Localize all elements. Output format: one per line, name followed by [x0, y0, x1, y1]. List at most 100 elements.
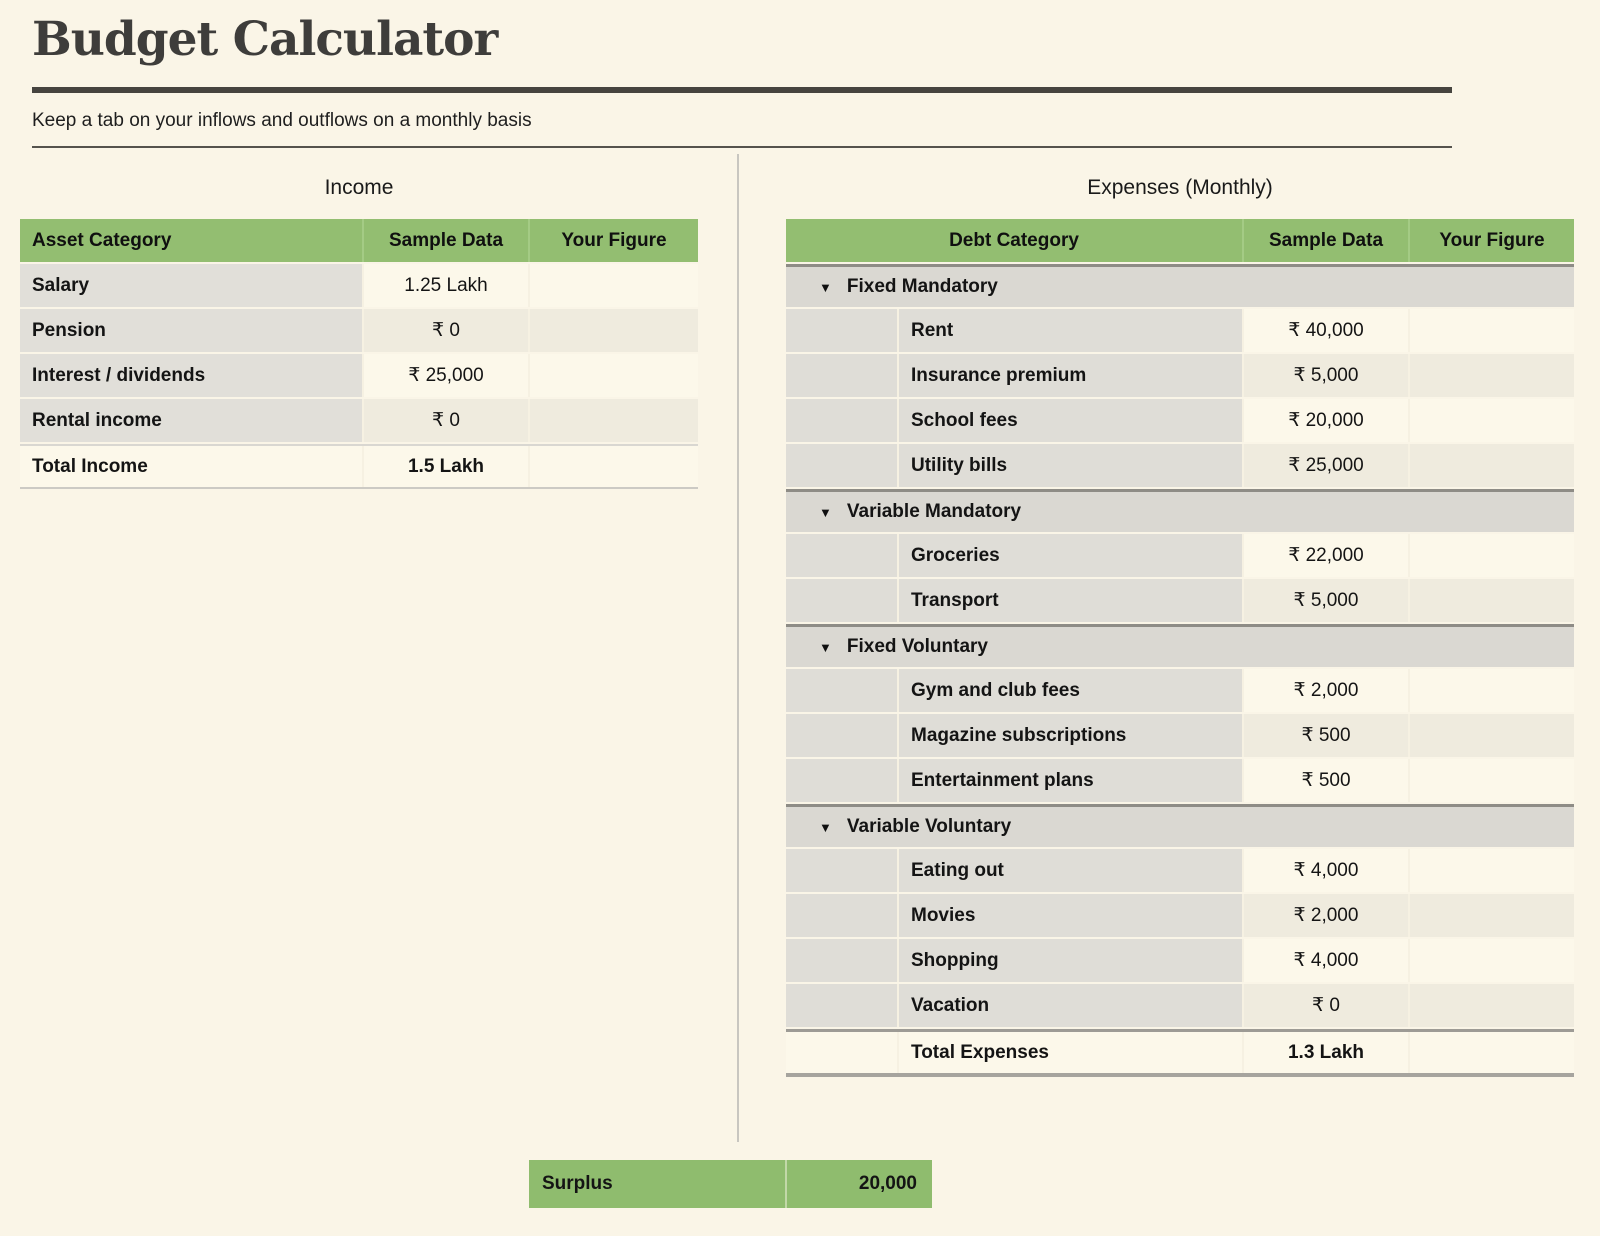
income-sample-cell[interactable]: 1.25 Lakh: [364, 264, 530, 307]
expense-your-figure-cell[interactable]: [1410, 534, 1574, 577]
expenses-col-debt-category: Debt Category: [786, 219, 1244, 262]
expense-sample-cell[interactable]: ₹ 40,000: [1244, 309, 1410, 352]
section-label: Variable Voluntary: [846, 816, 1012, 837]
indent-cell: [786, 714, 899, 757]
income-your-figure-cell[interactable]: [530, 309, 698, 352]
expense-your-figure-cell[interactable]: [1410, 309, 1574, 352]
page-subtitle: Keep a tab on your inflows and outflows …: [32, 110, 532, 131]
income-table: Asset Category Sample Data Your Figure S…: [20, 219, 698, 489]
income-row-rental-income: Rental income ₹ 0: [20, 399, 698, 442]
expense-sample-cell[interactable]: ₹ 500: [1244, 714, 1410, 757]
expense-your-figure-cell[interactable]: [1410, 984, 1574, 1027]
expense-row-label: Utility bills: [899, 444, 1244, 487]
section-variable-voluntary[interactable]: ▼ Variable Voluntary: [786, 804, 1574, 847]
expense-row-utility-bills: Utility bills ₹ 25,000: [786, 444, 1574, 487]
collapse-triangle-icon[interactable]: ▼: [819, 504, 832, 520]
expenses-col-sample-data: Sample Data: [1244, 219, 1410, 262]
section-fixed-voluntary[interactable]: ▼ Fixed Voluntary: [786, 624, 1574, 667]
income-total-value: 1.5 Lakh: [364, 446, 530, 487]
income-sample-cell[interactable]: ₹ 0: [364, 309, 530, 352]
expense-sample-cell[interactable]: ₹ 25,000: [1244, 444, 1410, 487]
income-row-interest-dividends: Interest / dividends ₹ 25,000: [20, 354, 698, 397]
expenses-header-row: Debt Category Sample Data Your Figure: [786, 219, 1574, 262]
expenses-total-label: Total Expenses: [899, 1032, 1244, 1073]
budget-calculator-page: Budget Calculator Keep a tab on your inf…: [0, 12, 1600, 1236]
expense-sample-cell[interactable]: ₹ 20,000: [1244, 399, 1410, 442]
income-sample-cell[interactable]: ₹ 0: [364, 399, 530, 442]
indent-cell: [786, 309, 899, 352]
expense-row-eating-out: Eating out ₹ 4,000: [786, 849, 1574, 892]
expense-row-transport: Transport ₹ 5,000: [786, 579, 1574, 622]
expense-your-figure-cell[interactable]: [1410, 579, 1574, 622]
expense-your-figure-cell[interactable]: [1410, 669, 1574, 712]
indent-cell: [786, 579, 899, 622]
expense-row-movies: Movies ₹ 2,000: [786, 894, 1574, 937]
expense-sample-cell[interactable]: ₹ 2,000: [1244, 894, 1410, 937]
expense-row-label: Rent: [899, 309, 1244, 352]
collapse-triangle-icon[interactable]: ▼: [819, 819, 832, 835]
collapse-triangle-icon[interactable]: ▼: [819, 639, 832, 655]
expense-row-entertainment-plans: Entertainment plans ₹ 500: [786, 759, 1574, 802]
income-your-figure-cell[interactable]: [530, 399, 698, 442]
expense-sample-cell[interactable]: ₹ 500: [1244, 759, 1410, 802]
expense-row-groceries: Groceries ₹ 22,000: [786, 534, 1574, 577]
income-sample-cell[interactable]: ₹ 25,000: [364, 354, 530, 397]
expense-row-label: Gym and club fees: [899, 669, 1244, 712]
expense-sample-cell[interactable]: ₹ 5,000: [1244, 579, 1410, 622]
expense-your-figure-cell[interactable]: [1410, 714, 1574, 757]
expense-your-figure-cell[interactable]: [1410, 849, 1574, 892]
expense-row-insurance-premium: Insurance premium ₹ 5,000: [786, 354, 1574, 397]
expense-your-figure-cell[interactable]: [1410, 444, 1574, 487]
title-divider: [32, 87, 1452, 93]
income-your-figure-cell[interactable]: [530, 264, 698, 307]
expense-row-shopping: Shopping ₹ 4,000: [786, 939, 1574, 982]
expense-row-label: Groceries: [899, 534, 1244, 577]
income-total-row: Total Income 1.5 Lakh: [20, 444, 698, 487]
expense-row-label: Entertainment plans: [899, 759, 1244, 802]
expense-row-label: Movies: [899, 894, 1244, 937]
expense-row-label: Transport: [899, 579, 1244, 622]
expense-sample-cell[interactable]: ₹ 4,000: [1244, 939, 1410, 982]
subtitle-divider: [32, 146, 1452, 148]
indent-cell: [786, 669, 899, 712]
collapse-triangle-icon[interactable]: ▼: [819, 279, 832, 295]
surplus-row: Surplus 20,000: [529, 1160, 932, 1208]
surplus-value[interactable]: 20,000: [858, 1173, 917, 1194]
content-area: Income Expenses (Monthly) Asset Category…: [0, 148, 1600, 1223]
expense-sample-cell[interactable]: ₹ 4,000: [1244, 849, 1410, 892]
expense-sample-cell[interactable]: ₹ 5,000: [1244, 354, 1410, 397]
section-fixed-mandatory[interactable]: ▼ Fixed Mandatory: [786, 264, 1574, 307]
expense-sample-cell[interactable]: ₹ 0: [1244, 984, 1410, 1027]
income-col-sample-data: Sample Data: [364, 219, 530, 262]
expense-your-figure-cell[interactable]: [1410, 399, 1574, 442]
indent-cell: [786, 759, 899, 802]
expense-sample-cell[interactable]: ₹ 22,000: [1244, 534, 1410, 577]
section-label: Fixed Voluntary: [846, 636, 988, 657]
indent-cell: [786, 399, 899, 442]
expense-row-label: Insurance premium: [899, 354, 1244, 397]
expense-row-vacation: Vacation ₹ 0: [786, 984, 1574, 1027]
section-variable-mandatory[interactable]: ▼ Variable Mandatory: [786, 489, 1574, 532]
indent-cell: [786, 939, 899, 982]
expense-your-figure-cell[interactable]: [1410, 894, 1574, 937]
expense-sample-cell[interactable]: ₹ 2,000: [1244, 669, 1410, 712]
expense-your-figure-cell[interactable]: [1410, 939, 1574, 982]
income-total-your-figure-cell[interactable]: [530, 446, 698, 487]
income-row-label: Salary: [20, 264, 364, 307]
expenses-total-value: 1.3 Lakh: [1244, 1032, 1410, 1073]
indent-cell: [786, 534, 899, 577]
income-total-label: Total Income: [20, 446, 364, 487]
expense-row-magazine-subscriptions: Magazine subscriptions ₹ 500: [786, 714, 1574, 757]
income-col-your-figure: Your Figure: [530, 219, 698, 262]
expenses-total-your-figure-cell[interactable]: [1410, 1032, 1574, 1073]
expense-your-figure-cell[interactable]: [1410, 354, 1574, 397]
expenses-table: Debt Category Sample Data Your Figure ▼ …: [786, 219, 1574, 1077]
income-row-salary: Salary 1.25 Lakh: [20, 264, 698, 307]
income-your-figure-cell[interactable]: [530, 354, 698, 397]
expense-row-label: School fees: [899, 399, 1244, 442]
expense-your-figure-cell[interactable]: [1410, 759, 1574, 802]
expenses-heading: Expenses (Monthly): [1087, 176, 1273, 199]
indent-cell: [786, 984, 899, 1027]
indent-cell: [786, 894, 899, 937]
expense-row-label: Eating out: [899, 849, 1244, 892]
